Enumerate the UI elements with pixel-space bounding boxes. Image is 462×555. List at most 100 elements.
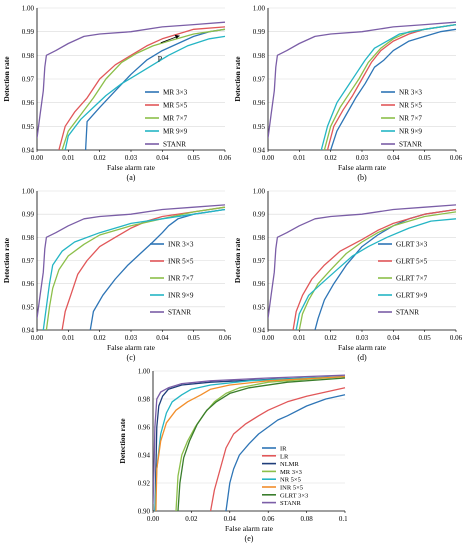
legend-label-stanr: STANR — [399, 141, 422, 149]
annotation-label: P — [158, 54, 163, 63]
y-tick-label: 0.96 — [22, 99, 35, 107]
y-tick-label: 0.99 — [22, 211, 35, 219]
series-line-glrt-9x9 — [295, 218, 457, 330]
series-line-mr-7x7 — [61, 28, 226, 150]
x-tick-label: 0.04 — [224, 515, 237, 523]
y-tick-label: 0.90 — [138, 508, 151, 516]
series-line-inr-3x3 — [89, 208, 226, 330]
series-line-ir — [225, 394, 346, 511]
y-tick-label: 0.99 — [22, 28, 35, 36]
legend-label-inr-7x7: INR 7×7 — [168, 275, 194, 283]
x-tick-label: 0.00 — [31, 334, 44, 342]
legend-label-stanr: STANR — [396, 309, 419, 317]
legend-label-inr-3x3: INR 3×3 — [168, 241, 194, 249]
y-tick-label: 1.00 — [22, 188, 35, 196]
y-tick-label: 0.92 — [138, 480, 151, 488]
series-line-lr — [209, 387, 346, 511]
x-tick-label: 0.03 — [356, 334, 369, 342]
y-tick-label: 0.94 — [22, 327, 35, 335]
x-tick-label: 0.04 — [387, 154, 400, 162]
series-line-nr-5x5 — [326, 23, 457, 150]
x-tick-label: 0.05 — [419, 334, 432, 342]
legend-label-glrt-5x5: GLRT 5×5 — [396, 258, 428, 266]
y-tick-label: 0.97 — [253, 76, 266, 84]
x-tick-label: 0.05 — [188, 334, 201, 342]
chart-svg: 0.90 0.92 0.94 0.96 0.98 1.00 0.00 0.02 0.04 0.06… — [118, 368, 352, 544]
legend-label-stanr: STANR — [280, 500, 301, 507]
legend-label-mr-9x9: MR 9×9 — [163, 128, 188, 136]
legend-label-mr-5x5: MR 5×5 — [163, 102, 188, 110]
chart-panel-c: 0.94 0.95 0.96 0.97 0.98 0.99 1.00 0.00 0.01 0.02… — [0, 183, 232, 366]
x-tick-label: 0.06 — [450, 334, 462, 342]
chart-panel-d: 0.94 0.95 0.96 0.97 0.98 0.99 1.00 0.00 0.01 0.02… — [231, 183, 462, 366]
legend-label-lr: LR — [280, 453, 289, 460]
x-tick-label: 0.06 — [219, 334, 231, 342]
y-tick-label: 0.98 — [22, 234, 35, 242]
legend-label-inr-5x5: INR 5×5 — [280, 485, 303, 492]
series-line-inr-5x5 — [61, 206, 226, 330]
y-tick-label: 0.96 — [138, 424, 151, 432]
x-tick-label: 0.02 — [325, 334, 338, 342]
x-tick-label: 0.00 — [262, 154, 275, 162]
y-tick-label: 0.94 — [253, 147, 266, 155]
panel-label: (d) — [357, 353, 367, 362]
legend-label-mr-3x3: MR 3×3 — [163, 89, 188, 97]
x-tick-label: 0.04 — [156, 334, 169, 342]
legend-label-stanr: STANR — [168, 309, 191, 317]
series-line-mr-5x5 — [58, 26, 226, 150]
x-tick-label: 0.00 — [262, 334, 275, 342]
chart-panel-b: 0.94 0.95 0.96 0.97 0.98 0.99 1.00 0.00 0.01 0.02… — [231, 0, 462, 183]
x-tick-label: 0.00 — [147, 515, 160, 523]
legend-label-ir: IR — [280, 446, 287, 453]
y-axis-label: Detection rate — [2, 56, 11, 102]
x-tick-label: 0.03 — [125, 334, 138, 342]
y-tick-label: 0.96 — [22, 280, 35, 288]
chart-svg: 0.94 0.95 0.96 0.97 0.98 0.99 1.00 0.00 0.01 0.02… — [233, 188, 462, 363]
x-tick-label: 0.10 — [339, 515, 347, 523]
x-tick-label: 0.01 — [62, 334, 75, 342]
series-line-stanr — [37, 204, 226, 319]
panel-label: (b) — [357, 173, 367, 182]
x-tick-label: 0.06 — [450, 154, 462, 162]
series-line-stanr — [37, 21, 226, 139]
series-line-inr-9x9 — [42, 208, 226, 330]
series-line-stanr — [153, 374, 346, 505]
x-tick-label: 0.05 — [188, 154, 201, 162]
x-tick-label: 0.06 — [262, 515, 275, 523]
x-tick-label: 0.03 — [125, 154, 138, 162]
y-tick-label: 0.99 — [253, 28, 266, 36]
series-line-mr-3x3 — [84, 28, 226, 150]
series-line-inr-7x7 — [45, 206, 226, 330]
legend-label-glrt-9x9: GLRT 9×9 — [396, 292, 428, 300]
chart-svg: 0.94 0.95 0.96 0.97 0.98 0.99 1.00 0.00 0.01 0.02… — [233, 5, 462, 183]
series-line-nr-3x3 — [330, 28, 457, 150]
legend-label-nr-5x5: NR 5×5 — [399, 102, 422, 110]
y-tick-label: 0.95 — [22, 303, 35, 311]
legend-label-nr-9x9: NR 9×9 — [399, 128, 422, 136]
series-line-stanr — [268, 21, 457, 139]
x-tick-label: 0.03 — [356, 154, 369, 162]
y-axis-label: Detection rate — [118, 418, 127, 464]
y-tick-label: 1.00 — [253, 188, 266, 196]
x-tick-label: 0.02 — [94, 154, 107, 162]
y-tick-label: 0.97 — [22, 76, 35, 84]
legend-label-inr-5x5: INR 5×5 — [168, 258, 194, 266]
y-tick-label: 0.95 — [253, 123, 266, 131]
y-tick-label: 0.97 — [253, 257, 266, 265]
x-tick-label: 0.04 — [156, 154, 169, 162]
y-tick-label: 0.94 — [253, 327, 266, 335]
legend-label-nlmr: NLMR — [280, 461, 299, 468]
y-tick-label: 0.98 — [138, 396, 151, 404]
y-tick-label: 0.94 — [138, 452, 151, 460]
x-tick-label: 0.08 — [300, 515, 313, 523]
y-tick-label: 1.00 — [138, 368, 151, 376]
series-line-glrt-3x3 — [177, 377, 346, 511]
x-tick-label: 0.00 — [31, 154, 44, 162]
chart-svg: 0.94 0.95 0.96 0.97 0.98 0.99 1.00 0.00 0.01 0.02… — [2, 188, 232, 363]
x-axis-label: False alarm rate — [338, 163, 387, 172]
plot-area — [153, 371, 345, 511]
series-line-glrt-5x5 — [292, 208, 457, 330]
legend-label-mr-3x3: MR 3×3 — [280, 469, 302, 476]
legend-label-mr-7x7: MR 7×7 — [163, 115, 188, 123]
y-tick-label: 1.00 — [22, 5, 35, 13]
